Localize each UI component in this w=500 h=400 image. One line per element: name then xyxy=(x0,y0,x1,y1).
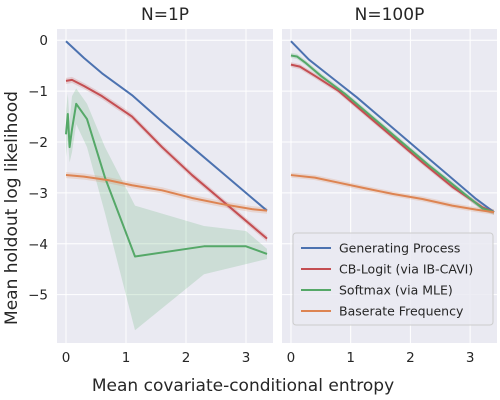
panel-title-n100p: N=100P xyxy=(355,5,425,25)
legend: Generating Process CB-Logit (via IB-CAVI)… xyxy=(292,232,494,326)
x-tick-labels: 0 1 2 3 xyxy=(62,350,251,366)
y-tick-label: 0 xyxy=(39,33,48,49)
series-lines xyxy=(290,40,495,214)
band-softmax xyxy=(66,88,267,331)
gridlines xyxy=(57,29,273,343)
series-lines xyxy=(65,40,268,258)
x-tick-label: 3 xyxy=(466,350,475,366)
x-tick-label: 2 xyxy=(406,350,415,366)
panel-n1p: N=1P 0 1 2 3 0 −1 −2 −3 −4 −5 xyxy=(28,5,273,366)
x-tick-label: 1 xyxy=(346,350,355,366)
legend-items: Generating Process CB-Logit (via IB-CAVI)… xyxy=(301,241,473,319)
line-generating xyxy=(290,40,495,214)
x-axis-label: Mean covariate-conditional entropy xyxy=(92,376,394,396)
x-tick-labels: 0 1 2 3 xyxy=(287,350,475,366)
x-tick-label: 0 xyxy=(62,350,71,366)
x-tick-label: 1 xyxy=(122,350,131,366)
x-tick-label: 0 xyxy=(287,350,296,366)
line-softmax xyxy=(65,102,268,258)
y-tick-label: −3 xyxy=(28,186,48,202)
x-tick-label: 2 xyxy=(182,350,191,366)
line-generating xyxy=(65,40,268,212)
legend-frame xyxy=(292,232,494,326)
legend-label-cblogit: CB-Logit (via IB-CAVI) xyxy=(339,262,473,277)
legend-label-baserate: Baserate Frequency xyxy=(339,304,464,319)
y-axis-label: Mean holdout log likelihood xyxy=(2,91,22,325)
line-baserate xyxy=(290,174,495,214)
y-tick-label: −5 xyxy=(28,288,48,304)
line-softmax xyxy=(290,54,495,214)
x-tick-label: 3 xyxy=(242,350,251,366)
y-tick-label: −2 xyxy=(28,135,48,151)
legend-label-softmax: Softmax (via MLE) xyxy=(339,283,453,298)
line-baserate xyxy=(65,174,268,212)
panel-title-n1p: N=1P xyxy=(141,5,189,25)
legend-label-generating: Generating Process xyxy=(339,241,460,256)
y-tick-label: −1 xyxy=(28,84,48,100)
band-cblogit xyxy=(290,62,495,215)
y-tick-labels: 0 −1 −2 −3 −4 −5 xyxy=(28,33,48,303)
y-tick-label: −4 xyxy=(28,237,48,253)
line-cblogit xyxy=(65,78,268,240)
